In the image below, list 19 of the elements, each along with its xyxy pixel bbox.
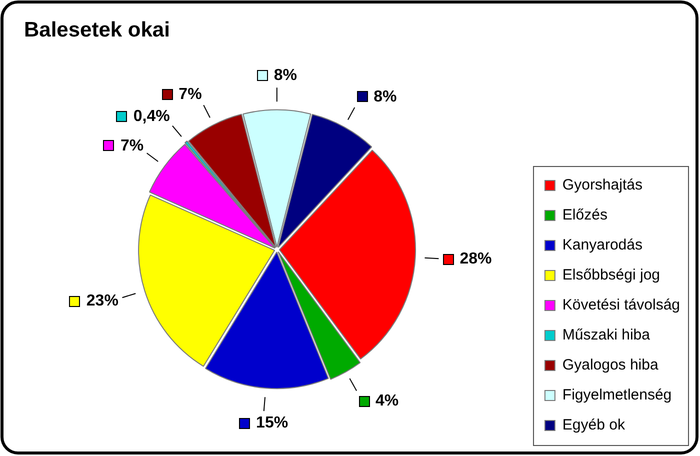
- data-label: 4%: [376, 392, 399, 410]
- legend-label: Előzés: [562, 206, 608, 224]
- legend-label: Kanyarodás: [562, 236, 642, 254]
- legend-label: Követési távolság: [562, 296, 680, 314]
- chart-title: Balesetek okai: [24, 18, 170, 42]
- data-label: 23%: [86, 292, 118, 310]
- legend-label: Gyalogos hiba: [562, 356, 659, 374]
- data-label: 7%: [178, 86, 202, 103]
- legend-label: Egyéb ok: [562, 416, 626, 434]
- legend-label: Figyelmetlenség: [562, 386, 672, 404]
- data-label: 8%: [374, 88, 397, 106]
- data-label: 7%: [120, 137, 144, 154]
- data-label: 0,4%: [133, 108, 170, 126]
- legend-label: Gyorshajtás: [562, 176, 642, 194]
- data-label: 8%: [274, 67, 297, 84]
- data-label: 28%: [460, 250, 492, 268]
- data-label: 15%: [256, 414, 288, 432]
- legend-label: Elsőbbségi jog: [562, 266, 660, 284]
- legend-label: Műszaki hiba: [562, 326, 651, 344]
